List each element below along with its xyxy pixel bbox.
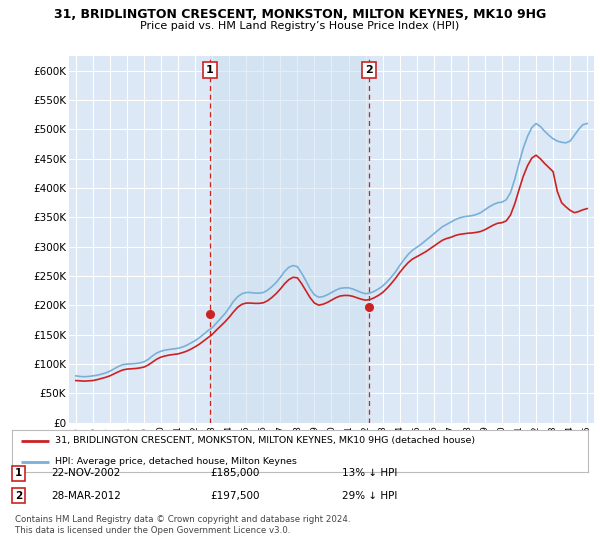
Text: 28-MAR-2012: 28-MAR-2012 — [51, 491, 121, 501]
Text: 2: 2 — [365, 65, 373, 75]
Text: This data is licensed under the Open Government Licence v3.0.: This data is licensed under the Open Gov… — [15, 526, 290, 535]
Text: 31, BRIDLINGTON CRESCENT, MONKSTON, MILTON KEYNES, MK10 9HG (detached house): 31, BRIDLINGTON CRESCENT, MONKSTON, MILT… — [55, 436, 475, 445]
Bar — [210, 56, 369, 423]
Text: £197,500: £197,500 — [210, 491, 260, 501]
Text: 22-NOV-2002: 22-NOV-2002 — [51, 468, 121, 478]
Text: 1: 1 — [15, 468, 22, 478]
Text: Price paid vs. HM Land Registry’s House Price Index (HPI): Price paid vs. HM Land Registry’s House … — [140, 21, 460, 31]
Text: 2: 2 — [15, 491, 22, 501]
Text: 1: 1 — [206, 65, 214, 75]
Text: £185,000: £185,000 — [210, 468, 259, 478]
Text: 13% ↓ HPI: 13% ↓ HPI — [342, 468, 397, 478]
Text: HPI: Average price, detached house, Milton Keynes: HPI: Average price, detached house, Milt… — [55, 457, 297, 466]
Text: 31, BRIDLINGTON CRESCENT, MONKSTON, MILTON KEYNES, MK10 9HG: 31, BRIDLINGTON CRESCENT, MONKSTON, MILT… — [54, 8, 546, 21]
Text: Contains HM Land Registry data © Crown copyright and database right 2024.: Contains HM Land Registry data © Crown c… — [15, 515, 350, 524]
Text: 29% ↓ HPI: 29% ↓ HPI — [342, 491, 397, 501]
